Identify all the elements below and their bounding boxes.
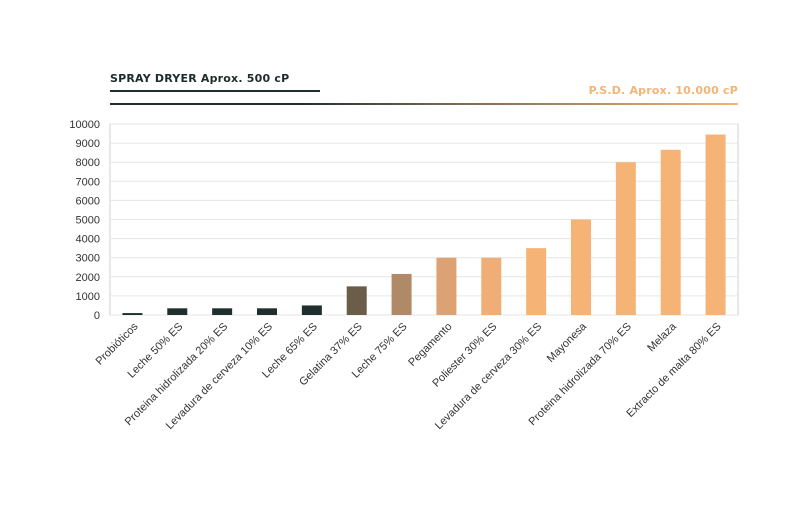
bar	[122, 313, 143, 315]
bar	[526, 248, 547, 315]
x-tick-label: Extracto de malta 80% ES	[624, 321, 723, 420]
legend-gradient-line	[110, 103, 738, 105]
y-tick-label: 4000	[76, 234, 100, 246]
bar	[167, 308, 188, 315]
bar	[212, 308, 233, 315]
y-tick-label: 10000	[69, 119, 100, 131]
y-tick-label: 8000	[76, 157, 100, 169]
y-tick-label: 1000	[76, 291, 100, 303]
x-tick-label: Pegamento	[406, 321, 454, 369]
bar	[391, 273, 412, 315]
bar	[436, 257, 457, 315]
bar	[257, 308, 277, 315]
x-tick-label: Melaza	[645, 320, 679, 354]
bar	[571, 219, 591, 315]
bar	[301, 305, 322, 315]
y-tick-label: 3000	[76, 253, 100, 265]
legend-psd-label: P.S.D. Aprox. 10.000 cP	[588, 84, 738, 97]
bar	[615, 162, 636, 315]
bar	[346, 286, 367, 315]
y-tick-label: 0	[94, 310, 100, 322]
y-tick-label: 2000	[76, 272, 100, 284]
y-tick-label: 6000	[76, 195, 100, 207]
bar	[705, 134, 726, 315]
x-tick-label: Mayonesa	[545, 320, 590, 365]
legend-spray-dryer-label: SPRAY DRYER Aprox. 500 cP	[110, 72, 290, 85]
y-tick-label: 5000	[76, 215, 100, 227]
legend-spray-dryer-line	[110, 90, 320, 92]
y-tick-label: 9000	[76, 138, 100, 150]
y-tick-label: 7000	[76, 176, 100, 188]
bar	[660, 149, 681, 315]
bar	[481, 257, 502, 315]
x-tick-label: Probióticos	[94, 320, 141, 367]
